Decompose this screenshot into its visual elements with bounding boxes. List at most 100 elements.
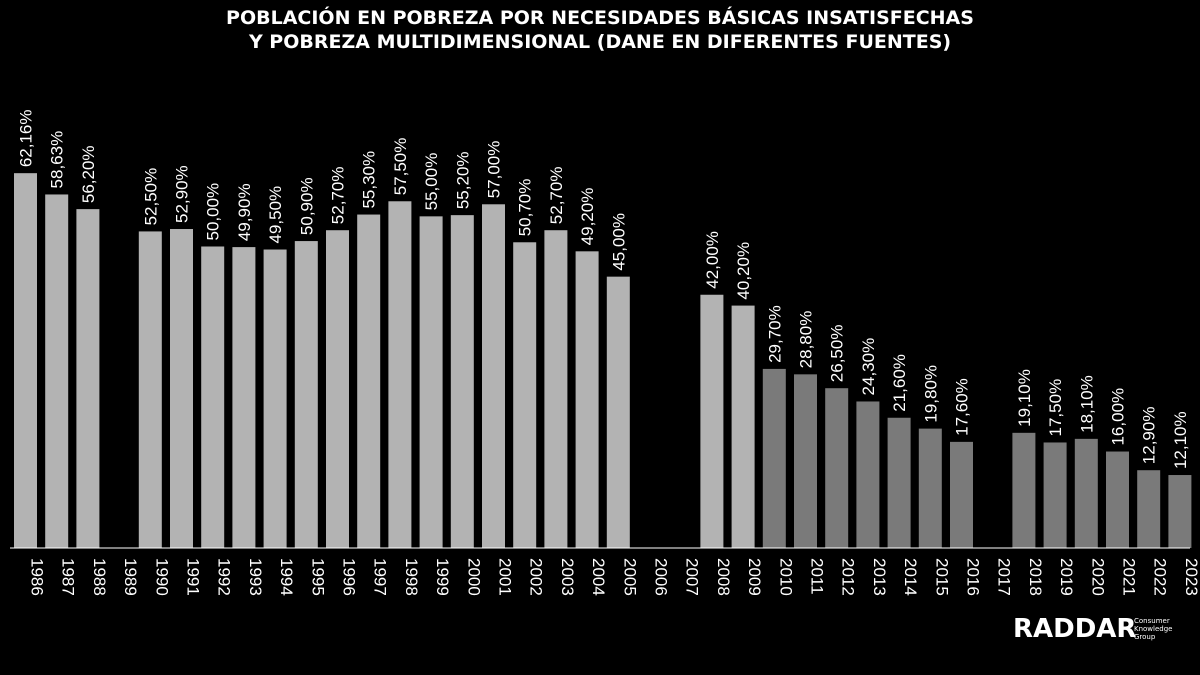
- x-tick-label: 2017: [995, 558, 1014, 596]
- x-tick-label: 2009: [745, 558, 764, 596]
- bar: [794, 374, 817, 548]
- bar-value-label: 50,90%: [297, 177, 316, 235]
- logo-subtitle-line-1: Consumer: [1134, 617, 1170, 625]
- bar-value-label: 52,90%: [173, 165, 192, 223]
- x-tick-label: 1995: [308, 558, 327, 596]
- value-labels-group: 62,16% 58,63% 56,20% 52,50% 52,90% 50,00% 49,9…: [17, 110, 1190, 470]
- bar-value-label: 18,10%: [1077, 375, 1096, 433]
- x-tick-label: 2016: [964, 558, 983, 596]
- bar: [388, 201, 412, 548]
- bar-value-label: 40,20%: [734, 242, 753, 300]
- x-tick-label: 2007: [683, 558, 702, 596]
- logo-wordmark: RADDAR: [1013, 614, 1137, 644]
- chart-title-line-1: POBLACIÓN EN POBREZA POR NECESIDADES BÁS…: [226, 7, 974, 29]
- bar-value-label: 19,80%: [921, 365, 940, 423]
- bar-value-label: 45,00%: [609, 213, 628, 271]
- bar: [1137, 470, 1161, 548]
- x-tick-label: 2004: [589, 558, 608, 596]
- x-tick-label: 1986: [28, 558, 47, 596]
- bar: [513, 242, 537, 549]
- bar: [1043, 442, 1067, 548]
- x-tick-label: 1997: [371, 558, 390, 596]
- bar-value-label: 56,20%: [79, 145, 98, 203]
- bar-value-label: 55,30%: [360, 151, 379, 209]
- x-tick-label: 2021: [1120, 558, 1139, 596]
- logo-subtitle-line-3: Group: [1134, 633, 1156, 641]
- bar: [856, 401, 880, 548]
- bar-value-label: 57,50%: [391, 138, 410, 196]
- x-tick-label: 2006: [652, 558, 671, 596]
- logo-subtitle-line-2: Knowledge: [1134, 625, 1173, 633]
- x-tick-label: 1987: [59, 558, 78, 596]
- bar: [419, 216, 443, 548]
- bar-value-label: 49,20%: [578, 188, 597, 246]
- bar: [14, 173, 37, 548]
- bar-value-label: 55,00%: [422, 153, 441, 211]
- bar: [294, 241, 318, 548]
- x-tick-label: 2008: [714, 558, 733, 596]
- x-tick-label: 2005: [620, 558, 639, 596]
- x-tick-label: 2002: [527, 558, 546, 596]
- bar: [1012, 432, 1036, 548]
- bar-value-label: 26,50%: [828, 325, 847, 383]
- bar: [201, 246, 225, 548]
- bar: [544, 230, 568, 548]
- bar: [170, 229, 193, 548]
- bar: [1168, 475, 1192, 548]
- bar: [45, 194, 69, 548]
- bar: [76, 209, 100, 548]
- bar-value-label: 17,60%: [953, 378, 972, 436]
- x-tick-label: 1990: [152, 558, 171, 596]
- bar: [575, 251, 599, 548]
- x-tick-label: 1996: [340, 558, 359, 596]
- bar: [887, 417, 911, 548]
- bar-value-label: 52,70%: [547, 167, 566, 225]
- x-tick-label: 2015: [932, 558, 951, 596]
- x-tick-label: 2011: [808, 558, 827, 595]
- bar-value-label: 24,30%: [859, 338, 878, 396]
- bar: [1106, 451, 1129, 548]
- bar-value-label: 62,16%: [17, 110, 36, 168]
- chart-title: POBLACIÓN EN POBREZA POR NECESIDADES BÁS…: [0, 6, 1200, 54]
- bar-value-label: 49,90%: [235, 183, 254, 241]
- bar-value-label: 52,50%: [141, 168, 160, 226]
- x-tick-label: 1992: [215, 558, 234, 596]
- bar: [606, 276, 630, 548]
- bar-value-label: 12,10%: [1171, 411, 1190, 469]
- bar: [825, 388, 849, 548]
- bar: [482, 204, 505, 549]
- bar-value-label: 42,00%: [703, 231, 722, 289]
- bar-value-label: 58,63%: [48, 131, 67, 189]
- x-tick-label: 2012: [839, 558, 858, 596]
- x-tick-label: 2019: [1057, 558, 1076, 596]
- x-tick-label: 2010: [776, 558, 795, 596]
- bars-group: [14, 173, 1192, 549]
- bar-value-label: 49,50%: [266, 186, 285, 244]
- x-tick-label: 1991: [184, 558, 203, 596]
- bar-value-label: 55,20%: [453, 151, 472, 209]
- x-tick-label: 2000: [464, 558, 483, 596]
- raddar-logo: RADDAR Consumer Knowledge Group: [1013, 613, 1173, 653]
- bar: [950, 441, 973, 548]
- x-tick-label: 1994: [277, 558, 296, 596]
- bar: [700, 294, 724, 548]
- x-tick-label: 1993: [246, 558, 265, 596]
- x-tick-label: 2001: [496, 558, 515, 596]
- x-tick-label: 2020: [1088, 558, 1107, 596]
- bar-value-label: 28,80%: [797, 311, 816, 369]
- bar: [138, 231, 162, 549]
- bar: [1074, 438, 1098, 548]
- bar-value-label: 57,00%: [485, 141, 504, 199]
- x-tick-label: 1989: [121, 558, 140, 596]
- bar-value-label: 52,70%: [329, 167, 348, 225]
- x-tick-label: 2014: [901, 558, 920, 596]
- bar-value-label: 50,00%: [204, 183, 223, 241]
- bar: [232, 247, 256, 548]
- bar-value-label: 29,70%: [765, 305, 784, 363]
- bar-value-label: 50,70%: [516, 179, 535, 237]
- x-tick-label: 1988: [90, 558, 109, 596]
- x-tick-label: 2022: [1151, 558, 1170, 596]
- bar: [762, 368, 786, 548]
- x-tick-labels-group: 1986 1987 1988 1989 1990 1991 1992 1993 1994 1995…: [28, 558, 1200, 596]
